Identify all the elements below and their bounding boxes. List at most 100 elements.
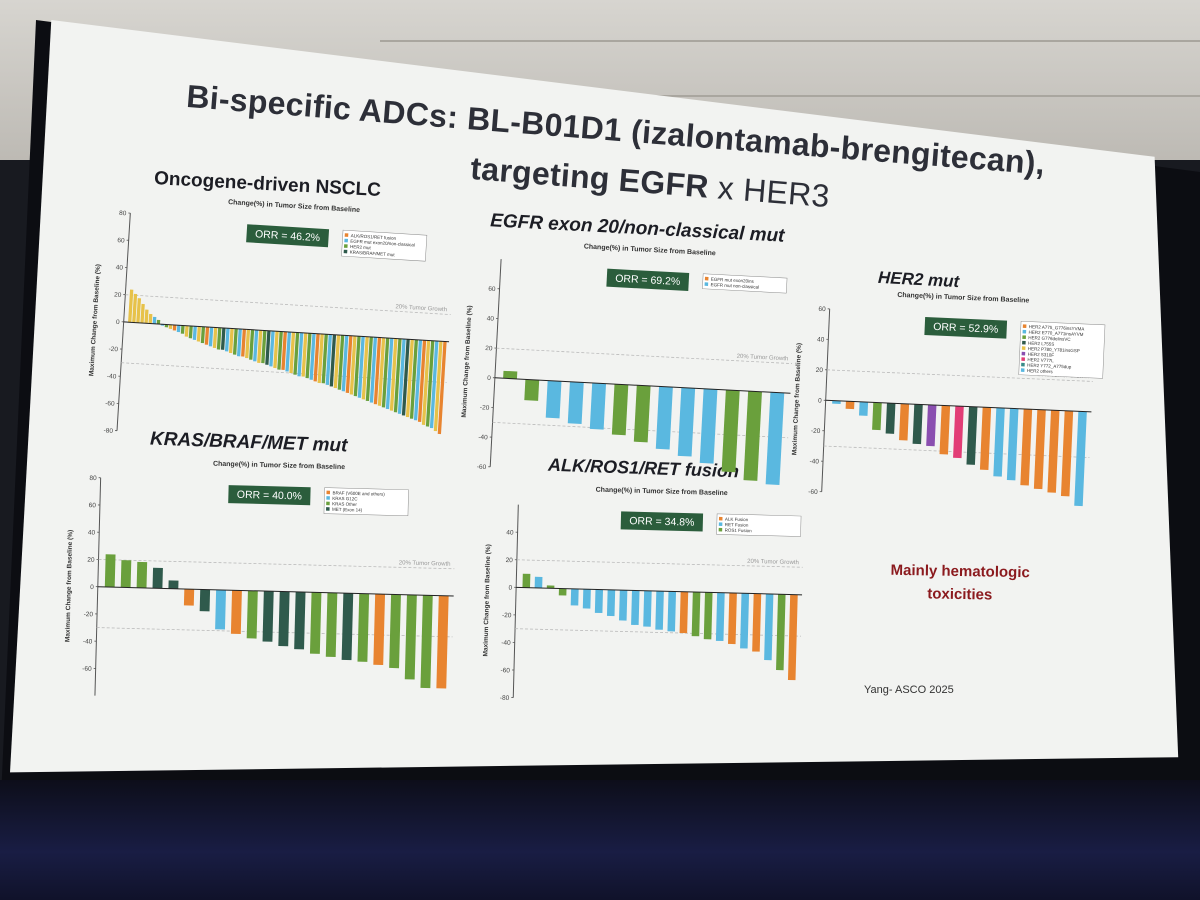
bar <box>966 406 978 465</box>
bar <box>289 332 296 374</box>
bar <box>1074 411 1087 507</box>
bar <box>534 576 543 589</box>
legend-swatch <box>344 238 349 243</box>
y-tick-label: 0 <box>116 319 120 326</box>
bar <box>385 338 394 410</box>
legend-swatch <box>343 244 348 248</box>
bar <box>136 298 142 323</box>
bar <box>1047 410 1060 493</box>
legend-box <box>341 229 428 262</box>
bar <box>317 333 324 384</box>
bar <box>309 333 316 380</box>
y-axis-line <box>512 504 519 698</box>
bar <box>589 382 607 430</box>
legend-entry: EGFR mut non-classical <box>710 282 759 290</box>
bar <box>752 593 762 652</box>
bar <box>1006 408 1019 481</box>
y-axis-label: Maximum Change from Baseline (%) <box>482 544 492 656</box>
bar <box>215 589 227 630</box>
y-tick-label: 40 <box>506 529 514 536</box>
y-axis-label: Maximum Change from Baseline (%) <box>791 343 803 456</box>
y-tick-label: 60 <box>117 237 125 244</box>
bar <box>261 330 267 364</box>
reference-line-20 <box>516 559 803 568</box>
bar <box>606 589 616 617</box>
toxicity-note-line1: Mainly hematologic <box>890 561 1030 582</box>
chart-kras-braf-met: Change(%) in Tumor Size from Baseline 80 6… <box>64 461 455 696</box>
chart-title: Change(%) in Tumor Size from Baseline <box>897 292 1029 305</box>
legend-swatch <box>1021 346 1026 350</box>
y-tick-label: 20 <box>816 367 824 374</box>
y-tick-label: 40 <box>487 315 495 322</box>
bar <box>216 327 222 350</box>
bar <box>353 336 361 397</box>
bar <box>397 338 406 414</box>
bar <box>594 589 604 614</box>
bar <box>357 336 365 398</box>
y-tick-label: -20 <box>502 612 512 619</box>
bar <box>132 293 138 323</box>
auditorium-floor <box>0 780 1200 900</box>
reference-label: 20% Tumor Growth <box>736 354 788 363</box>
bar <box>522 573 531 588</box>
legend-entry: ALK/ROS1/RET fusion <box>351 233 397 241</box>
y-tick-label: 0 <box>508 585 512 592</box>
orr-box <box>246 224 330 248</box>
bar <box>404 594 417 680</box>
bar <box>341 593 354 661</box>
bar <box>136 561 148 588</box>
bar <box>333 334 341 389</box>
bar <box>437 341 447 435</box>
legend-swatch <box>326 501 330 506</box>
bar <box>208 327 214 347</box>
bar <box>152 567 163 589</box>
toxicity-note: Mainly hematologic toxicities <box>860 558 1061 608</box>
bar <box>180 325 185 334</box>
bar <box>278 591 290 647</box>
y-tick-label: 20 <box>114 292 122 299</box>
bar <box>230 590 242 635</box>
bar <box>611 384 629 436</box>
legend-entry: MET (Exon 14) <box>332 507 363 513</box>
bar <box>728 592 737 645</box>
bar <box>393 338 402 413</box>
bar <box>926 404 937 447</box>
legend-swatch <box>343 249 348 254</box>
legend-entry: HER2 A775_G776insYVMA <box>1029 324 1085 331</box>
y-tick-label: 20 <box>87 557 95 564</box>
bar <box>912 404 923 445</box>
reference-label: 20% Tumor Growth <box>399 560 451 567</box>
bar <box>677 387 696 457</box>
chart-alk-ros1-ret: Change(%) in Tumor Size from Baseline 40 2… <box>482 487 803 702</box>
legend-swatch <box>1022 340 1026 345</box>
bar <box>409 339 418 419</box>
y-tick-label: -20 <box>811 428 821 435</box>
bar <box>832 400 841 405</box>
y-tick-label: 0 <box>90 584 94 591</box>
bar <box>715 592 725 642</box>
bar <box>361 336 369 400</box>
bar <box>152 316 157 324</box>
legend-entry: ALK Fusion <box>725 517 749 523</box>
legend-swatch <box>1022 329 1027 334</box>
bar <box>265 330 271 365</box>
bar <box>703 592 713 640</box>
legend-entry: HER2 mut <box>350 244 372 250</box>
legend-entry: RET Fusion <box>725 522 749 528</box>
bar <box>643 590 652 627</box>
zero-axis-line <box>123 321 450 343</box>
y-axis-label: Maximum Change from Baseline (%) <box>461 305 474 418</box>
bar <box>633 385 651 443</box>
bar <box>582 589 591 609</box>
bar <box>401 339 410 416</box>
bar <box>885 402 896 434</box>
y-tick-label: -40 <box>809 458 819 465</box>
zero-axis-line <box>825 399 1092 413</box>
chart-oncogene-nsclc: Change(%) in Tumor Size from Baseline 80 6… <box>88 199 451 435</box>
y-tick-label: -60 <box>105 400 115 408</box>
legend-swatch <box>704 282 709 286</box>
orr-box <box>606 268 690 291</box>
bar <box>246 590 258 639</box>
bar <box>337 335 345 390</box>
bar <box>1020 408 1033 486</box>
